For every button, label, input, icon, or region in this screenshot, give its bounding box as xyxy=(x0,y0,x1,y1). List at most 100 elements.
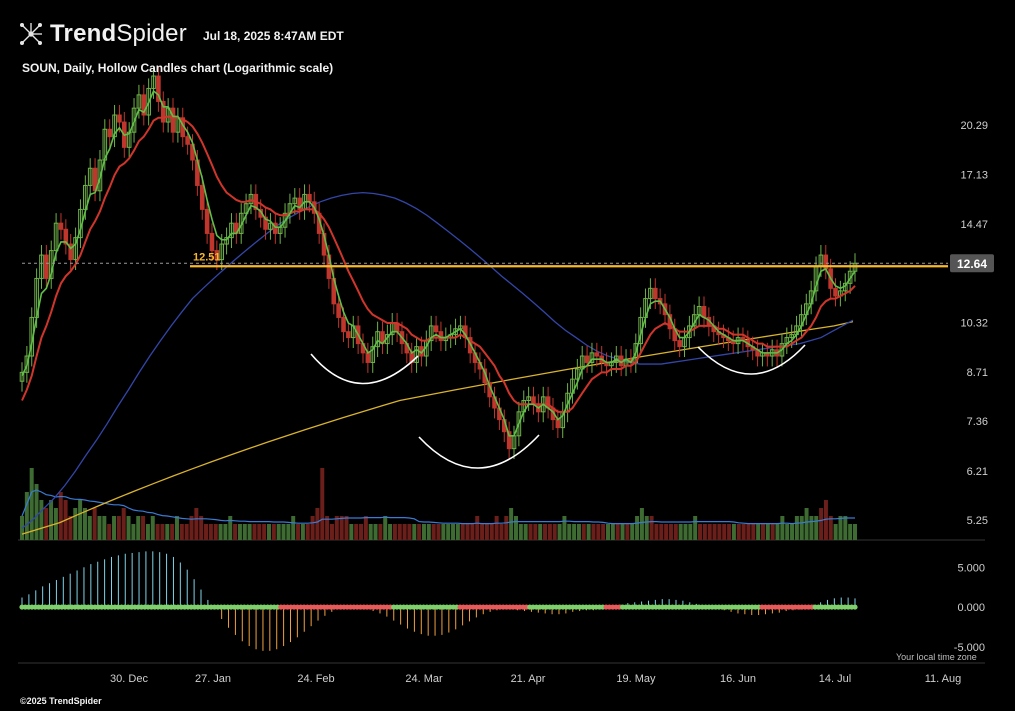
candle-body xyxy=(214,250,220,261)
volume-bar xyxy=(499,524,504,540)
volume-bar xyxy=(727,524,732,540)
volume-bar xyxy=(756,524,761,540)
volume-bar xyxy=(504,516,509,540)
candle-body xyxy=(248,193,254,205)
volume-bar xyxy=(576,524,581,540)
candle-body xyxy=(414,346,419,363)
volume-bar xyxy=(383,516,388,540)
volume-bar xyxy=(446,524,451,540)
candle-body xyxy=(24,355,30,373)
volume-bar xyxy=(208,524,213,540)
volume-bar xyxy=(247,524,252,540)
x-axis-tick-label: 11. Aug xyxy=(925,673,962,685)
volume-bar xyxy=(233,524,238,540)
volume-bar xyxy=(121,508,126,540)
volume-bar xyxy=(678,524,683,540)
candle-body xyxy=(112,114,117,138)
timestamp: Jul 18, 2025 8:47AM EDT xyxy=(203,29,344,43)
volume-bar xyxy=(649,516,654,540)
volume-bar xyxy=(601,524,606,540)
volume-bar xyxy=(770,524,775,540)
volume-bar xyxy=(92,508,97,540)
volume-bar xyxy=(141,516,146,540)
volume-bar xyxy=(189,516,194,540)
candle-body xyxy=(282,212,288,228)
volume-bar xyxy=(174,516,179,540)
volume-bar xyxy=(451,524,456,540)
volume-bar xyxy=(838,516,843,540)
volume-bar xyxy=(484,524,489,540)
candle-body xyxy=(63,228,69,245)
volume-bar xyxy=(368,524,373,540)
network-nodes-icon xyxy=(20,23,42,45)
volume-bar xyxy=(262,524,267,540)
volume-bar xyxy=(107,524,112,540)
volume-bar xyxy=(581,524,586,540)
candle-body xyxy=(273,222,278,234)
price-axis-tick-label: 6.21 xyxy=(967,466,988,478)
candle-body xyxy=(375,331,380,348)
volume-bar xyxy=(431,524,436,540)
volume-bar xyxy=(78,500,83,540)
volume-bar xyxy=(794,516,799,540)
candle-body xyxy=(584,355,590,363)
volume-bar xyxy=(702,524,707,540)
volume-bar xyxy=(170,524,175,540)
x-axis-tick-label: 27. Jan xyxy=(195,673,231,685)
volume-bar xyxy=(300,524,305,540)
volume-bar xyxy=(271,524,276,540)
cup-center xyxy=(418,434,540,469)
volume-bar xyxy=(426,524,431,540)
volume-bar xyxy=(199,516,204,540)
candle-body xyxy=(594,352,600,357)
volume-bar xyxy=(131,524,136,540)
volume-bar xyxy=(707,524,712,540)
volume-bar xyxy=(533,524,538,540)
volume-bar xyxy=(39,500,44,540)
volume-bar xyxy=(494,516,499,540)
last-price-tag-label: 12.64 xyxy=(957,257,987,271)
volume-bar xyxy=(179,524,184,540)
sma-50-line xyxy=(21,191,854,529)
volume-bar xyxy=(402,524,407,540)
volume-bar xyxy=(625,524,630,540)
volume-bar xyxy=(610,524,615,540)
volume-bar xyxy=(29,468,34,540)
volume-bar xyxy=(126,516,131,540)
candle-body xyxy=(238,212,244,234)
price-axis-tick-label: 7.36 xyxy=(967,416,988,428)
volume-bar xyxy=(518,524,523,540)
volume-bar xyxy=(349,524,354,540)
volume-bar xyxy=(150,516,155,540)
volume-bar xyxy=(538,524,543,540)
candle-body xyxy=(652,287,658,300)
candle-body xyxy=(97,159,103,192)
volume-bar xyxy=(586,524,591,540)
volume-bar xyxy=(237,524,242,540)
candle-body xyxy=(433,325,439,333)
volume-bar xyxy=(470,524,475,540)
volume-bar xyxy=(388,524,393,540)
candle-body xyxy=(575,368,580,380)
squeeze-dot xyxy=(852,604,858,610)
volume-bar xyxy=(320,468,325,540)
volume-bar xyxy=(441,524,446,540)
candle-body xyxy=(136,94,142,109)
volume-bar xyxy=(465,524,470,540)
volume-bar xyxy=(242,524,247,540)
volume-bar xyxy=(760,524,765,540)
volume-bar xyxy=(339,516,344,540)
volume-bar xyxy=(489,524,494,540)
volume-bar xyxy=(136,516,141,540)
brand-logo: TrendSpider xyxy=(18,20,187,48)
volume-bar xyxy=(73,508,78,540)
volume-bar xyxy=(421,524,426,540)
candle-body xyxy=(365,352,371,363)
candle-body xyxy=(346,331,351,339)
candle-body xyxy=(146,87,151,116)
candle-body xyxy=(341,316,346,333)
x-axis-tick-label: 24. Feb xyxy=(297,673,334,685)
candle-body xyxy=(160,100,166,123)
volume-bar xyxy=(160,524,165,540)
